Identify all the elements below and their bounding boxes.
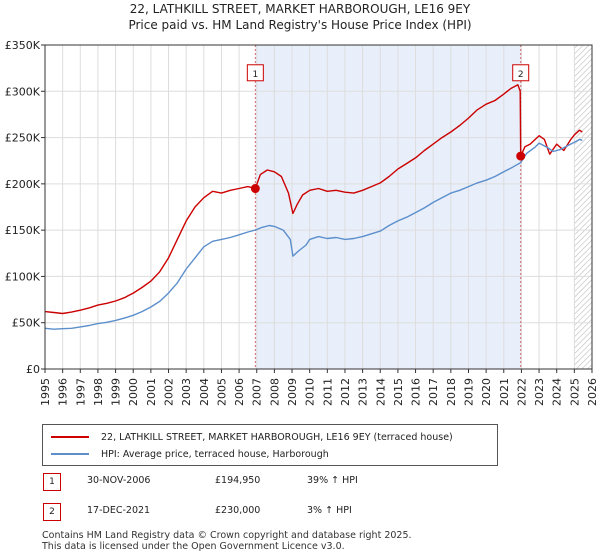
sale-label-number: 2 [518,70,524,80]
sale-price: £194,950 [215,475,261,486]
y-tick-label: £150K [5,224,41,237]
forecast-hatch [574,45,592,369]
legend: 22, LATHKILL STREET, MARKET HARBOROUGH, … [42,424,498,466]
price-chart: 1 2 £0 £50K £100K £150K £200K £250K £300K £350K 1… [5,39,599,406]
sale-price: £230,000 [215,505,261,516]
x-tick-label: 2023 [533,378,546,406]
footer-licence: This data is licensed under the Open Gov… [42,541,345,552]
chart-subtitle: Price paid vs. HM Land Registry's House … [128,18,472,32]
sale-number-badge: 2 [43,503,61,521]
x-tick-label: 2001 [145,378,158,406]
x-tick-label: 2005 [215,378,228,406]
y-tick-label: £350K [5,39,41,52]
y-tick-label: £100K [5,270,41,283]
x-tick-label: 2014 [374,378,387,406]
footer-copyright: Contains HM Land Registry data © Crown c… [42,530,412,541]
y-tick-label: £300K [5,85,41,98]
sale-hpi-change: 3% ↑ HPI [307,505,352,516]
y-tick-label: £200K [5,178,41,191]
legend-label-hpi: HPI: Average price, terraced house, Harb… [101,448,329,460]
sale-point [516,151,526,161]
x-tick-label: 2002 [163,378,176,406]
x-tick-label: 2020 [480,378,493,406]
sale-label-box [246,64,264,82]
x-tick-label: 2025 [568,378,581,406]
sale-date: 30-NOV-2006 [87,475,151,486]
x-tick-label: 2013 [357,378,370,406]
x-tick-label: 2004 [198,378,211,406]
footer: Contains HM Land Registry data © Crown c… [42,530,412,552]
hpi-series-line [44,138,583,330]
x-tick-label: 2026 [586,378,599,406]
legend-swatch-price [51,436,89,438]
x-tick-label: 2015 [392,378,405,406]
x-tick-label: 1999 [110,378,123,406]
x-tick-label: 2019 [462,378,475,406]
sale-number-badge: 1 [43,473,61,491]
x-tick-label: 2011 [321,378,334,406]
x-tick-label: 2009 [286,378,299,406]
legend-item-hpi: HPI: Average price, terraced house, Harb… [51,446,329,462]
x-tick-label: 2017 [427,378,440,406]
sale-hpi-change: 39% ↑ HPI [307,475,358,486]
sale-label-number: 1 [252,70,258,80]
sale-label-box [512,64,530,82]
y-tick-label: £250K [5,132,41,145]
x-tick-label: 2010 [304,378,317,406]
sale-date: 17-DEC-2021 [87,505,151,516]
x-tick-label: 1997 [74,378,87,406]
sale-point [250,184,260,194]
x-tick-label: 2000 [127,378,140,406]
legend-label-price: 22, LATHKILL STREET, MARKET HARBOROUGH, … [101,431,453,443]
x-tick-label: 2012 [339,378,352,406]
y-tick-label: £0 [26,363,40,376]
x-tick-label: 2022 [515,378,528,406]
x-tick-label: 2006 [233,378,246,406]
x-tick-label: 2008 [268,378,281,406]
legend-item-price: 22, LATHKILL STREET, MARKET HARBOROUGH, … [51,429,453,445]
plot-frame [44,44,593,370]
x-tick-label: 2003 [180,378,193,406]
price-series-line [44,84,583,315]
x-tick-label: 1998 [92,378,105,406]
x-tick-label: 1995 [39,378,52,406]
x-tick-label: 2007 [251,378,264,406]
x-tick-label: 2016 [410,378,423,406]
chart-title: 22, LATHKILL STREET, MARKET HARBOROUGH, … [129,2,471,16]
x-tick-label: 2024 [551,378,564,406]
legend-swatch-hpi [51,453,89,455]
x-tick-label: 1996 [57,378,70,406]
ownership-band [255,45,521,369]
x-tick-label: 2018 [445,378,458,406]
x-tick-label: 2021 [498,378,511,406]
y-tick-label: £50K [12,317,41,330]
